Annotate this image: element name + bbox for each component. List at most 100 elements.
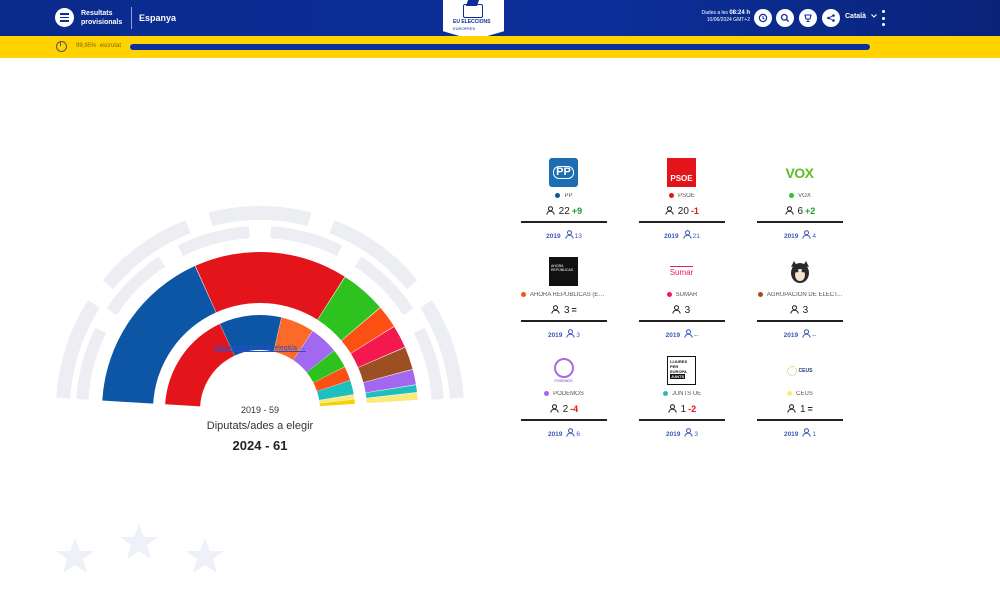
- region-selector[interactable]: Espanya: [139, 13, 177, 23]
- party-logo: PODEMOS: [549, 356, 578, 385]
- person-icon: [684, 428, 694, 437]
- party-seats: 22 +9: [521, 206, 607, 217]
- party-seats: 1 =: [757, 404, 843, 415]
- podemos-logo: PODEMOS: [553, 358, 574, 383]
- party-card[interactable]: PSOE PSOE 20 -1 2019 21: [639, 158, 725, 242]
- party-seats: 3 =: [521, 305, 607, 316]
- outer-seat-arc-ceus: [366, 392, 418, 404]
- inner-seat-arc-podemos: [293, 331, 334, 373]
- party-card[interactable]: CEUS CEUS 1 = 2019 1: [757, 356, 843, 440]
- card-divider: [521, 320, 607, 322]
- party-seats: 2 -4: [521, 404, 607, 415]
- party-name-label: JUNTS UE: [671, 391, 702, 398]
- middle-gray-ring: [270, 226, 343, 257]
- progress-track: [130, 44, 870, 50]
- party-color-dot: [544, 391, 550, 396]
- person-icon: [787, 404, 796, 413]
- party-card[interactable]: AHORA REPÚBLICAS AHORA REPÚBLICAS (ER... …: [521, 257, 607, 341]
- party-results-grid: PP PP 22 +9 2019 13 PSOE PSOE 20 -1 2019 21 …: [521, 158, 851, 448]
- previous-seats: 4: [812, 233, 817, 240]
- search-button[interactable]: [776, 9, 794, 27]
- seats-value: 6: [794, 206, 804, 217]
- seats-diff: +2: [805, 206, 816, 216]
- previous-seats: 13: [574, 233, 582, 240]
- inner-seat-arc-vox: [306, 350, 345, 383]
- party-card[interactable]: LLIURES PER EUROPA JUNTS JUNTS UE 1 -2 2019…: [639, 356, 725, 440]
- person-icon: [684, 329, 693, 338]
- history-icon: [758, 13, 768, 23]
- previous-year: 2019: [546, 233, 561, 240]
- person-icon: [802, 329, 811, 338]
- logo-text: EU ELECCIONS: [453, 19, 491, 25]
- party-name-label: AGRUPACIÓN DE ELECT...: [766, 292, 843, 299]
- outer-gray-ring: [420, 300, 464, 399]
- party-card[interactable]: PODEMOS PODEMOS 2 -4 2019 6: [521, 356, 607, 440]
- party-name-label: AHORA REPÚBLICAS (ER...: [530, 292, 607, 299]
- history-button[interactable]: [754, 9, 772, 27]
- outer-gray-ring: [102, 220, 191, 290]
- middle-gray-ring: [354, 256, 414, 316]
- trophy-icon: [804, 14, 812, 22]
- party-name: PP: [521, 193, 607, 199]
- card-divider: [757, 320, 843, 322]
- party-seats: 6 +2: [757, 206, 843, 217]
- previous-result: 2019 3: [521, 329, 607, 339]
- party-color-dot: [662, 391, 668, 396]
- inner-seat-arc-cs: [273, 317, 313, 360]
- party-color-dot: [787, 391, 793, 396]
- language-selector[interactable]: Català: [845, 13, 877, 20]
- person-icon: [802, 230, 812, 239]
- outer-seat-arc-psoe: [195, 252, 345, 320]
- party-name-label: PSOE: [678, 193, 695, 200]
- previous-year: 2019: [665, 332, 681, 339]
- party-name: PSOE: [639, 193, 725, 199]
- party-logo: LLIURES PER EUROPA JUNTS: [667, 356, 696, 385]
- outer-seat-arc-sumar: [350, 326, 405, 368]
- seats-value: 3: [799, 305, 809, 316]
- last-elected-link[interactable]: Últim/a diputat/ada elegit/a →: [214, 345, 306, 352]
- seats-diff: -4: [570, 404, 579, 414]
- person-icon: [564, 230, 574, 239]
- divider: [131, 7, 132, 29]
- share-button[interactable]: [822, 9, 840, 27]
- card-divider: [757, 221, 843, 223]
- ahora-republicas-logo: AHORA REPÚBLICAS: [549, 257, 578, 286]
- seats-diff: =: [807, 404, 813, 414]
- party-seats: 3: [757, 305, 843, 316]
- previous-year: 2019: [665, 431, 681, 438]
- seats-total: 2024 - 61: [232, 438, 288, 453]
- party-logo: Sumar: [667, 257, 696, 286]
- party-card[interactable]: AGRUPACIÓN DE ELECT... 3 2019 --: [757, 257, 843, 341]
- party-name-label: CEUS: [796, 391, 813, 398]
- ceus-logo: CEUS: [786, 365, 812, 376]
- elections-logo[interactable]: EU ELECCIONS EUROPEES: [443, 0, 504, 40]
- seats-value: 20: [675, 206, 689, 217]
- person-icon: [672, 305, 681, 314]
- party-name-label: PP: [564, 193, 573, 200]
- person-icon: [784, 206, 794, 215]
- previous-year: 2019: [783, 332, 799, 339]
- party-card[interactable]: Sumar SUMAR 3 2019 --: [639, 257, 725, 341]
- more-options-button[interactable]: [881, 10, 886, 26]
- party-logo: PSOE: [667, 158, 696, 187]
- party-name: JUNTS UE: [639, 391, 725, 397]
- logo-subtext: EUROPEES: [453, 26, 476, 31]
- party-color-dot: [521, 292, 526, 297]
- party-card[interactable]: VOX VOX 6 +2 2019 4: [757, 158, 843, 242]
- previous-seats: 1: [812, 431, 817, 438]
- previous-year: 2019: [783, 431, 799, 438]
- results-button[interactable]: [799, 9, 817, 27]
- party-card[interactable]: PP PP 22 +9 2019 13: [521, 158, 607, 242]
- seats-value: 22: [555, 206, 570, 217]
- party-seats: 20 -1: [639, 206, 725, 217]
- language-label: Català: [845, 13, 867, 20]
- card-divider: [521, 419, 607, 421]
- menu-button[interactable]: [55, 8, 74, 27]
- party-seats: 1 -2: [639, 404, 725, 415]
- previous-year: 2019: [547, 431, 563, 438]
- person-icon: [682, 230, 692, 239]
- hemicycle-chart: [56, 206, 464, 407]
- brand-title: Resultats provisionals: [81, 9, 122, 27]
- party-name: AHORA REPÚBLICAS (ER...: [521, 292, 607, 298]
- previous-seats: --: [812, 332, 817, 339]
